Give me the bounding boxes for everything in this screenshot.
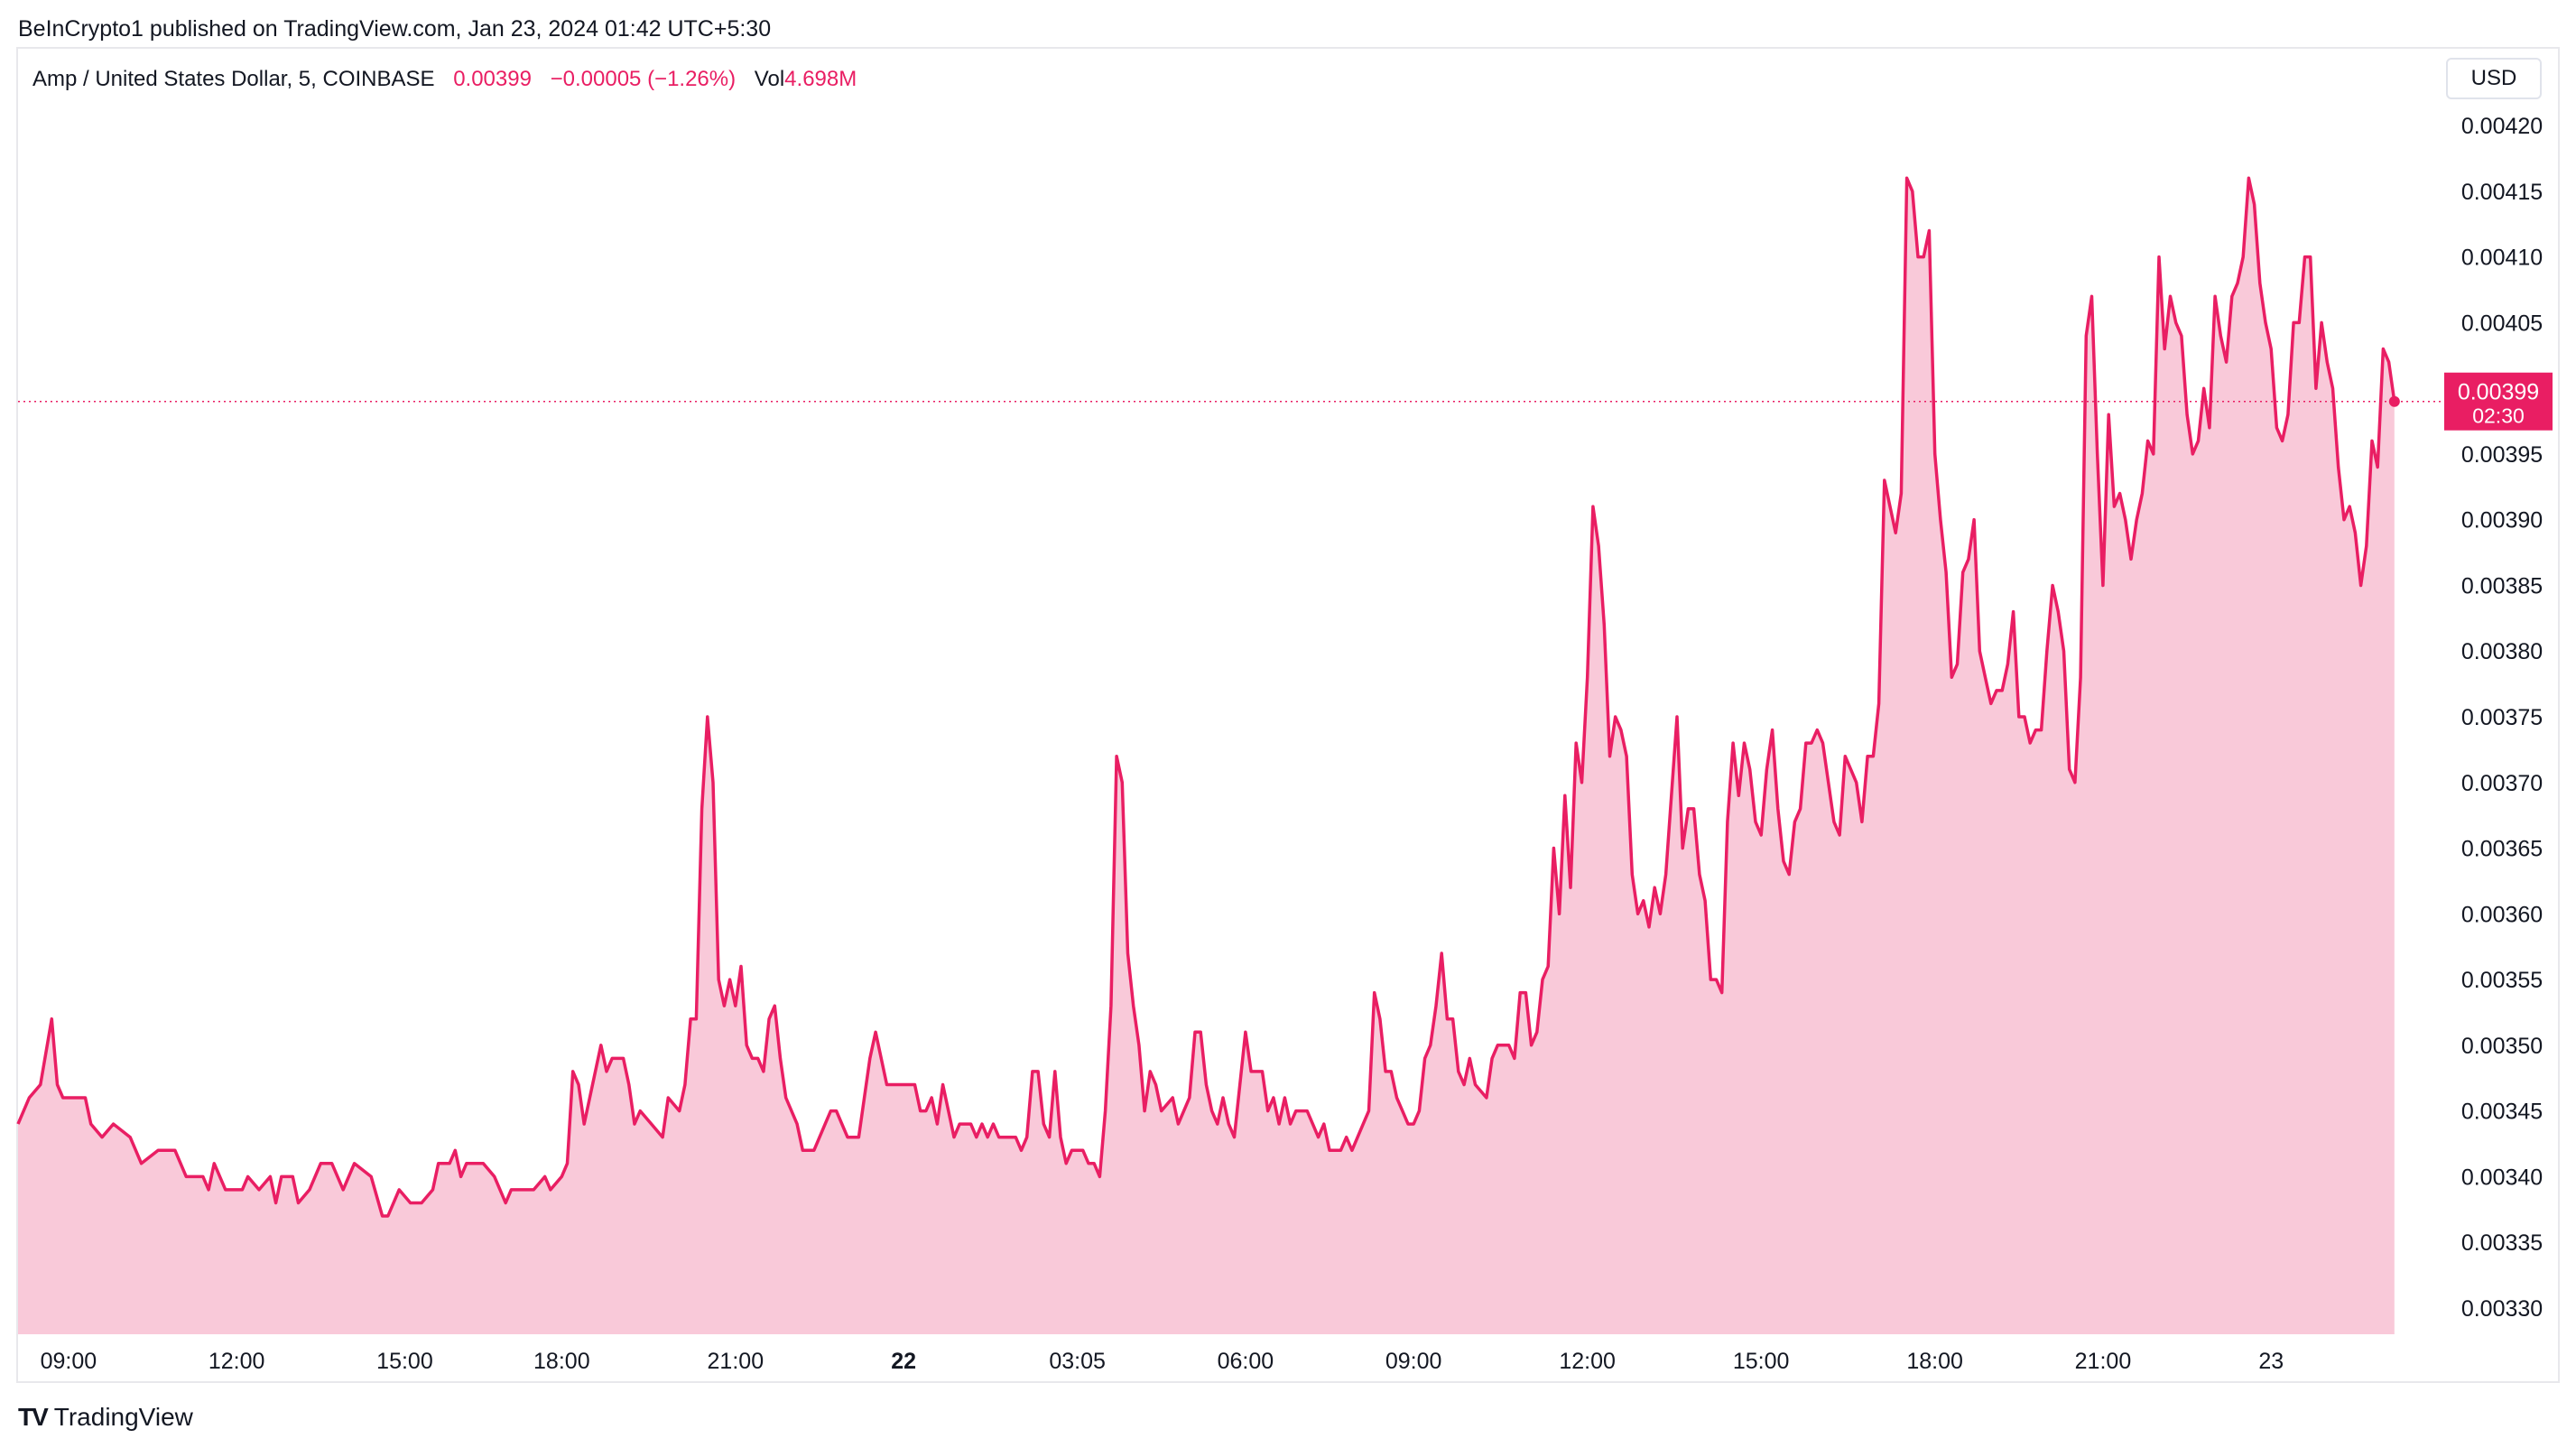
- x-tick-label: 21:00: [2075, 1349, 2132, 1374]
- x-tick-label: 22: [891, 1349, 916, 1374]
- y-tick-label: 0.00380: [2461, 639, 2543, 664]
- y-tick-label: 0.00410: [2461, 246, 2543, 271]
- x-tick-label: 15:00: [376, 1349, 433, 1374]
- x-tick-label: 12:00: [208, 1349, 265, 1374]
- price-tag: [2444, 372, 2553, 431]
- symbol-legend: Amp / United States Dollar, 5, COINBASE …: [32, 67, 869, 92]
- published-caption: BeInCrypto1 published on TradingView.com…: [18, 16, 772, 42]
- y-tick-label: 0.00420: [2461, 114, 2543, 139]
- x-tick-label: 18:00: [533, 1349, 590, 1374]
- y-tick-label: 0.00350: [2461, 1034, 2543, 1059]
- price-change-label: −0.00005 (−1.26%): [550, 67, 737, 91]
- last-price-label: 0.00399: [453, 67, 532, 91]
- price-area-fill: [18, 178, 2395, 1334]
- y-tick-label: 0.00385: [2461, 573, 2543, 599]
- y-tick-label: 0.00365: [2461, 837, 2543, 862]
- y-tick-label: 0.00375: [2461, 705, 2543, 730]
- y-tick-label: 0.00415: [2461, 180, 2543, 205]
- x-tick-label: 09:00: [41, 1349, 97, 1374]
- x-tick-label: 15:00: [1733, 1349, 1790, 1374]
- currency-button[interactable]: USD: [2446, 58, 2542, 99]
- chart-frame: [16, 47, 2560, 1383]
- x-tick-label: 21:00: [708, 1349, 764, 1374]
- price-tag-countdown: 02:30: [2472, 404, 2525, 428]
- y-tick-label: 0.00345: [2461, 1100, 2543, 1125]
- volume-label: Vol: [754, 67, 785, 91]
- y-tick-label: 0.00330: [2461, 1296, 2543, 1322]
- y-tick-label: 0.00340: [2461, 1165, 2543, 1190]
- brand-name: TradingView: [53, 1403, 193, 1431]
- y-tick-label: 0.00360: [2461, 902, 2543, 927]
- x-tick-label: 06:00: [1218, 1349, 1274, 1374]
- y-tick-label: 0.00395: [2461, 442, 2543, 468]
- y-tick-label: 0.00370: [2461, 771, 2543, 796]
- x-tick-label: 18:00: [1906, 1349, 1963, 1374]
- tradingview-brand[interactable]: TV TradingView: [18, 1403, 193, 1432]
- last-price-dot: [2388, 395, 2400, 407]
- x-tick-label: 23: [2258, 1349, 2284, 1374]
- volume-value: 4.698M: [784, 67, 857, 91]
- price-tag-value: 0.00399: [2458, 380, 2539, 405]
- x-tick-label: 12:00: [1559, 1349, 1616, 1374]
- tradingview-logo-icon: TV: [18, 1403, 49, 1431]
- y-tick-label: 0.00405: [2461, 311, 2543, 336]
- x-tick-label: 03:05: [1049, 1349, 1106, 1374]
- y-tick-label: 0.00335: [2461, 1230, 2543, 1256]
- symbol-label[interactable]: Amp / United States Dollar, 5, COINBASE: [32, 67, 435, 91]
- y-tick-label: 0.00355: [2461, 968, 2543, 993]
- x-tick-label: 09:00: [1385, 1349, 1442, 1374]
- y-tick-label: 0.00390: [2461, 508, 2543, 534]
- price-line[interactable]: [16, 176, 2396, 1218]
